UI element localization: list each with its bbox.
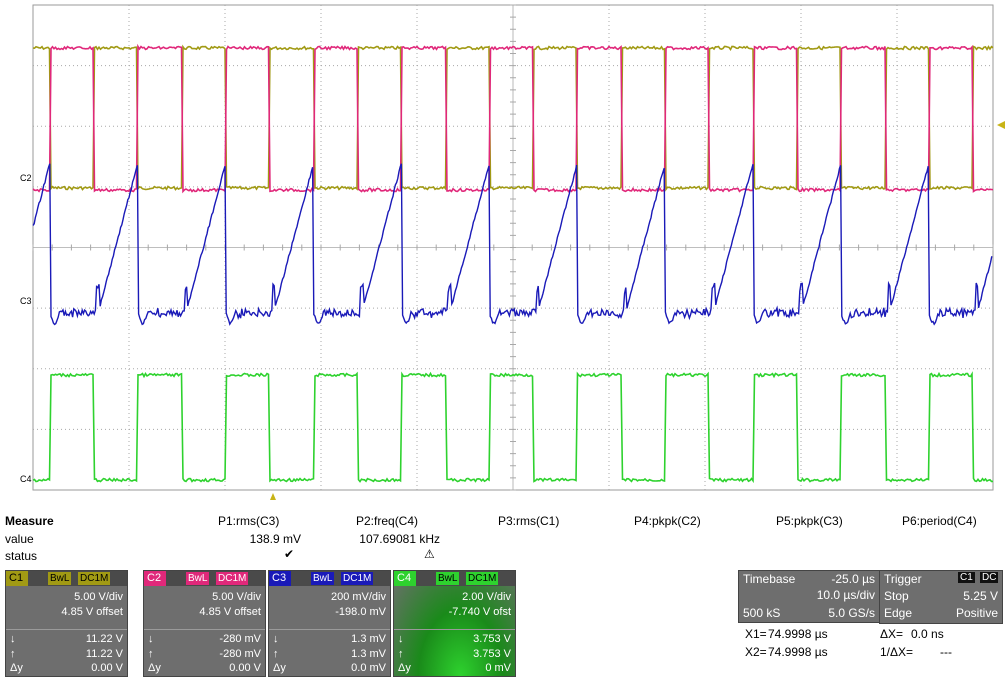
trigger-level-marker-icon: [997, 121, 1005, 129]
timebase-samples: 500 kS: [743, 606, 781, 620]
trigger-type: Edge: [884, 606, 913, 620]
c1-bwl-badge: BwL: [48, 572, 72, 585]
measure-title: Measure: [5, 514, 54, 528]
cursor-x2-value: 74.9998 µs: [768, 645, 828, 659]
c4-dy-label: Δy: [398, 662, 411, 674]
timebase-title: Timebase: [743, 572, 796, 586]
c2-up-arrow-icon: ↑: [148, 648, 154, 660]
c1-up-arrow-icon: ↑: [10, 648, 16, 660]
c2-dy-value: 0.00 V: [229, 662, 261, 674]
c4-up-arrow-icon: ↑: [398, 648, 404, 660]
param-p6-name[interactable]: P6:period(C4): [902, 514, 977, 528]
trigger-level: 5.25 V: [963, 589, 998, 603]
c3-trace-label: C3: [20, 296, 32, 306]
param-p2-status-icon: ⚠: [424, 547, 435, 561]
c3-bwl-badge: BwL: [311, 572, 335, 585]
measure-status-label: status: [5, 549, 38, 563]
c2-trace-label: C2: [20, 173, 32, 183]
timebase-box[interactable]: Timebase -25.0 µs 10.0 µs/div: [738, 570, 880, 607]
param-p1-value: 138.9 mV: [249, 532, 301, 546]
c4-trace-label: C4: [20, 474, 32, 484]
c4-descriptor-box[interactable]: C4 BwL DC1M 2.00 V/div -7.740 V ofst ↓ 3…: [393, 570, 516, 677]
c1-trace: [32, 44, 994, 192]
timebase-tdiv: 10.0 µs/div: [816, 588, 875, 602]
c3-coupling-badge: DC1M: [341, 572, 374, 585]
c2-offset: 4.85 V offset: [199, 606, 261, 618]
param-p1-name[interactable]: P1:rms(C3): [218, 514, 280, 528]
param-p5-name[interactable]: P5:pkpk(C3): [776, 514, 843, 528]
c2-down-arrow-icon: ↓: [148, 633, 154, 645]
c3-up-arrow-icon: ↑: [273, 648, 279, 660]
param-p4-name[interactable]: P4:pkpk(C2): [634, 514, 701, 528]
trigger-channel-badge: C1: [958, 572, 975, 583]
c2-trace: [32, 43, 994, 194]
c3-divider: [269, 629, 390, 630]
param-p2-name[interactable]: P2:freq(C4): [356, 514, 419, 528]
c4-vdiv: 2.00 V/div: [462, 591, 511, 603]
c4-offset: -7.740 V ofst: [448, 606, 511, 618]
c4-channel-number: C4: [394, 571, 416, 586]
cursor-dx-label: ΔX=: [880, 627, 904, 641]
c4-bwl-badge: BwL: [436, 572, 460, 585]
c3-channel-number: C3: [269, 571, 291, 586]
param-p3-name[interactable]: P3:rms(C1): [498, 514, 560, 528]
c1-coupling-badge: DC1M: [78, 572, 111, 585]
c2-down-value: -280 mV: [219, 633, 261, 645]
c3-offset: -198.0 mV: [335, 606, 386, 618]
c1-vdiv: 5.00 V/div: [74, 591, 123, 603]
cursor-inv-dx-label: 1/ΔX=: [880, 645, 914, 659]
c1-offset: 4.85 V offset: [61, 606, 123, 618]
c3-up-value: 1.3 mV: [351, 648, 386, 660]
c1-dy-value: 0.00 V: [91, 662, 123, 674]
c3-vdiv: 200 mV/div: [330, 591, 386, 603]
trigger-box[interactable]: Trigger C1 DC Stop 5.25 V Edge Positive: [879, 570, 1003, 624]
c3-descriptor-box[interactable]: C3 BwL DC1M 200 mV/div -198.0 mV ↓ 1.3 m…: [268, 570, 391, 677]
c2-descriptor-box[interactable]: C2 BwL DC1M 5.00 V/div 4.85 V offset ↓ -…: [143, 570, 266, 677]
timebase-delay: -25.0 µs: [831, 572, 875, 586]
c2-bwl-badge: BwL: [186, 572, 210, 585]
c4-dy-value: 0 mV: [485, 662, 511, 674]
c3-down-value: 1.3 mV: [351, 633, 386, 645]
cursor-inv-dx-value: ---: [940, 645, 952, 659]
c3-dy-value: 0.0 mV: [351, 662, 386, 674]
c2-divider: [144, 629, 265, 630]
c4-divider: [394, 629, 515, 630]
cursor-x2-label: X2=: [745, 645, 767, 659]
c1-divider: [6, 629, 127, 630]
param-p2-value: 107.69081 kHz: [359, 532, 440, 546]
c1-dy-label: Δy: [10, 662, 23, 674]
trigger-mode: Stop: [884, 589, 909, 603]
c2-vdiv: 5.00 V/div: [212, 591, 261, 603]
cursor-x1-value: 74.9998 µs: [768, 627, 828, 641]
cursor-dx-value: 0.0 ns: [911, 627, 944, 641]
c1-down-arrow-icon: ↓: [10, 633, 16, 645]
c2-coupling-badge: DC1M: [216, 572, 249, 585]
trigger-slope: Positive: [955, 606, 998, 620]
waveform-display[interactable]: [0, 0, 1005, 500]
c4-down-arrow-icon: ↓: [398, 633, 404, 645]
c3-dy-label: Δy: [273, 662, 286, 674]
c4-up-value: 3.753 V: [473, 648, 511, 660]
c1-down-value: 11.22 V: [85, 633, 123, 645]
c4-down-value: 3.753 V: [473, 633, 511, 645]
c3-down-arrow-icon: ↓: [273, 633, 279, 645]
c2-dy-label: Δy: [148, 662, 161, 674]
measure-value-label: value: [5, 532, 34, 546]
c2-channel-number: C2: [144, 571, 166, 586]
c1-descriptor-box[interactable]: C1 BwL DC1M 5.00 V/div 4.85 V offset ↓ 1…: [5, 570, 128, 677]
c1-up-value: 11.22 V: [85, 648, 123, 660]
timebase-rate: 5.0 GS/s: [828, 606, 875, 620]
c4-trace: [32, 371, 993, 484]
c4-coupling-badge: DC1M: [466, 572, 499, 585]
param-p1-status-icon: ✔: [284, 547, 295, 561]
trigger-title: Trigger: [884, 572, 922, 586]
cursor-x1-label: X1=: [745, 627, 767, 641]
trigger-coupling-badge: DC: [980, 572, 999, 583]
c1-channel-number: C1: [6, 571, 28, 586]
c2-up-value: -280 mV: [219, 648, 261, 660]
timebase-sampling-box[interactable]: 500 kS 5.0 GS/s: [738, 605, 880, 623]
trace-group: [32, 43, 994, 484]
c3-trace: [32, 163, 993, 326]
trigger-position-marker-icon: [270, 493, 276, 500]
